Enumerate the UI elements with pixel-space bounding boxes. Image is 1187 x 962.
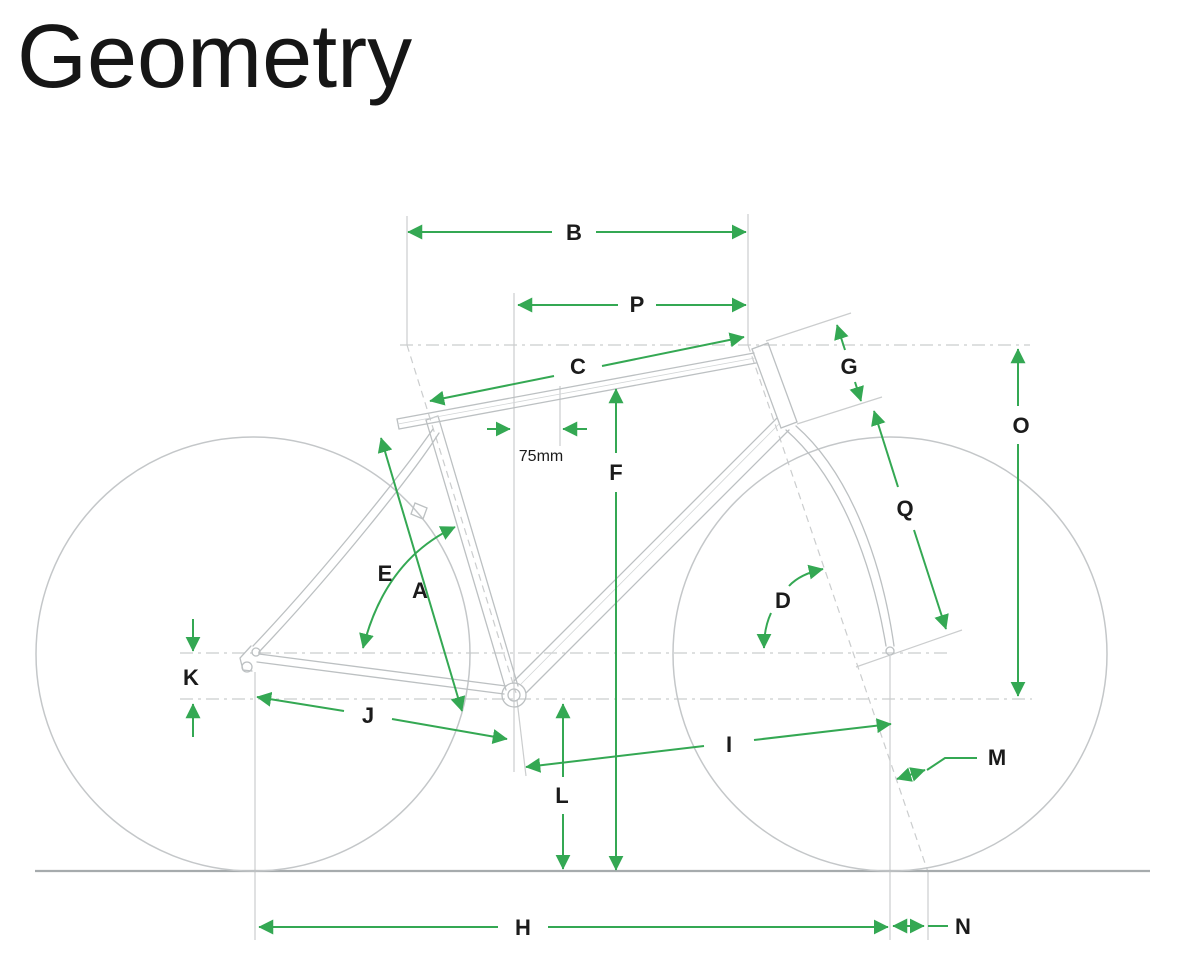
seat-tube-wedge	[410, 502, 428, 520]
seat-axis-below-bb	[516, 699, 527, 777]
dim-label-N: N	[955, 914, 971, 939]
dim-label-F: F	[609, 460, 622, 485]
dimension-D	[756, 564, 824, 649]
steering-axis	[747, 344, 929, 873]
dimension-I	[525, 718, 892, 773]
front-axle-extension	[855, 629, 963, 668]
dim-label-C: C	[570, 354, 586, 379]
dim-label-75mm: 75mm	[519, 448, 563, 465]
dim-label-K: K	[183, 665, 199, 690]
dim-label-E: E	[378, 561, 393, 586]
bottom-bracket	[501, 682, 527, 708]
dimension-J	[256, 691, 508, 744]
wheels	[35, 436, 1108, 872]
dim-label-I: I	[726, 732, 732, 757]
headtube-top-extension	[765, 312, 852, 342]
dimension-labels: B P C G O Q F E A D K J I L M N H 75mm	[183, 220, 1030, 940]
dim-label-M: M	[988, 745, 1006, 770]
dimension-arrows	[185, 224, 1026, 935]
page-title: Geometry	[17, 7, 413, 107]
reference-lines	[180, 214, 1032, 940]
dim-label-L: L	[555, 783, 568, 808]
dim-label-B: B	[566, 220, 582, 245]
dim-label-G: G	[840, 354, 857, 379]
front-wheel	[672, 436, 1108, 872]
dimension-Q	[871, 410, 949, 630]
front-dropout	[885, 646, 895, 656]
rear-dropout	[251, 647, 261, 657]
dim-label-P: P	[630, 292, 645, 317]
dim-label-O: O	[1012, 413, 1029, 438]
dimension-E	[359, 526, 456, 649]
dim-label-J: J	[362, 703, 374, 728]
dimension-A	[377, 437, 466, 712]
dim-label-Q: Q	[896, 496, 913, 521]
dim-label-A: A	[412, 578, 428, 603]
dim-label-H: H	[515, 915, 531, 940]
dimension-C	[429, 332, 745, 406]
dim-label-D: D	[775, 588, 791, 613]
bike-frame-drawing	[239, 342, 895, 708]
rear-wheel	[35, 436, 471, 872]
headtube-bottom-extension	[796, 396, 883, 425]
dimension-G	[834, 324, 864, 402]
dimension-M	[896, 757, 977, 782]
